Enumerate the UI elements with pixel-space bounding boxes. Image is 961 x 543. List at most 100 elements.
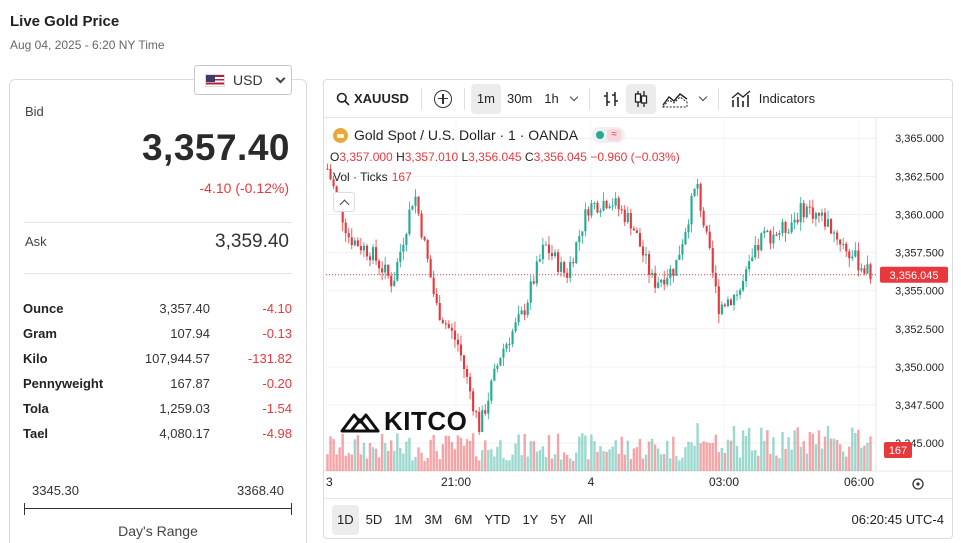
- candle-body: [735, 294, 739, 296]
- currency-select[interactable]: USD: [194, 65, 292, 95]
- volume-bar: [835, 439, 839, 471]
- candle-body: [708, 231, 711, 249]
- candle-body: [435, 294, 438, 304]
- candle-body: [842, 243, 845, 245]
- candle-body: [465, 369, 469, 377]
- volume-bar: [420, 452, 423, 471]
- candle-body: [387, 264, 390, 276]
- volume-bar: [429, 439, 432, 471]
- candle-body: [778, 233, 781, 235]
- candle-body: [720, 304, 723, 315]
- candle-body: [632, 228, 635, 231]
- candle-body: [760, 233, 763, 251]
- volume-bar: [368, 442, 372, 471]
- unit-change: -0.13: [262, 326, 292, 341]
- price-tick-label: 3,352.500: [895, 324, 944, 336]
- interval-30m[interactable]: 30m: [506, 91, 533, 106]
- candle-body: [723, 304, 726, 307]
- interval-dropdown[interactable]: [565, 84, 583, 114]
- candle-body: [429, 258, 432, 278]
- indicators-button[interactable]: Indicators: [725, 84, 821, 114]
- range-1d[interactable]: 1D: [332, 504, 359, 535]
- collapse-legend-button[interactable]: [333, 192, 355, 212]
- range-3m[interactable]: 3M: [424, 512, 443, 527]
- unit-price: 107,944.57: [144, 351, 210, 366]
- bid-label: Bid: [25, 104, 44, 119]
- candle-body: [660, 279, 663, 283]
- volume-bar: [590, 434, 593, 471]
- range-5d[interactable]: 5D: [365, 512, 383, 527]
- candle-body: [399, 251, 402, 263]
- volume-bar: [611, 446, 614, 471]
- candle-body: [420, 213, 423, 238]
- candle-body: [344, 222, 347, 234]
- candle-body: [414, 196, 417, 206]
- close-label: C: [524, 150, 534, 164]
- candle-body: [635, 230, 638, 233]
- market-status-badge[interactable]: ≈: [592, 127, 626, 143]
- candle-body: [493, 368, 496, 381]
- candle-body: [823, 212, 827, 227]
- volume-bar: [699, 443, 702, 471]
- chart-title: Gold Spot / U.S. Dollar · 1 · OANDA: [354, 127, 579, 143]
- candle-body: [456, 339, 460, 345]
- candle-body: [699, 184, 702, 211]
- toolbar-separator: [588, 87, 590, 110]
- interval-1m[interactable]: 1m: [470, 83, 501, 114]
- range-1y[interactable]: 1Y: [522, 512, 539, 527]
- volume-bar: [675, 455, 678, 471]
- volume-bar: [629, 459, 633, 471]
- us-flag-icon: [205, 73, 225, 87]
- range-all[interactable]: All: [578, 512, 593, 527]
- candle-body: [347, 233, 350, 238]
- candle-body: [687, 224, 690, 233]
- candle-body: [784, 221, 787, 233]
- candle-body: [626, 213, 629, 223]
- range-1m[interactable]: 1M: [394, 512, 413, 527]
- unit-row: Tola 1,259.03 -1.54: [23, 396, 293, 421]
- candle-body: [684, 232, 687, 245]
- volume-bar: [432, 434, 435, 471]
- volume-bar: [690, 442, 693, 471]
- area-style-button[interactable]: [656, 84, 694, 114]
- candle-body: [532, 281, 535, 284]
- volume-bar: [708, 442, 711, 471]
- bar-style-button[interactable]: [596, 84, 626, 114]
- chart-widget: XAUUSD 1m 30m 1h Indicators 3,365.000 3,3…: [323, 79, 953, 539]
- volume-bar: [356, 435, 360, 471]
- candle-body: [511, 331, 514, 345]
- candle-body: [742, 281, 745, 291]
- candle-body: [814, 213, 817, 219]
- low-value: 3,356.045: [468, 150, 522, 164]
- chart-clock[interactable]: 06:20:45 UTC-4: [851, 512, 945, 527]
- volume-bar: [599, 446, 602, 471]
- volume-bar: [459, 437, 463, 471]
- unit-price: 107.94: [170, 326, 210, 341]
- chevron-down-icon: [698, 92, 707, 101]
- candle-body: [866, 264, 869, 274]
- volume-bar: [647, 441, 651, 471]
- unit-change: -4.98: [262, 426, 292, 441]
- time-tick-label: 03:00: [709, 475, 739, 489]
- compare-symbol-button[interactable]: [428, 84, 458, 114]
- candle-body: [599, 210, 602, 213]
- chart-type-dropdown[interactable]: [694, 84, 712, 114]
- range-ytd[interactable]: YTD: [484, 512, 511, 527]
- currency-label: USD: [233, 72, 263, 88]
- low-label: L: [461, 150, 469, 164]
- candles-style-button[interactable]: [625, 83, 656, 114]
- symbol-search[interactable]: XAUUSD: [330, 84, 415, 114]
- unit-name: Pennyweight: [23, 376, 104, 391]
- time-tick-label: 06:00: [844, 475, 874, 489]
- candle-body: [620, 209, 623, 211]
- candle-body: [729, 299, 733, 306]
- range-5y[interactable]: 5Y: [550, 512, 567, 527]
- price-tick-label: 3,365.000: [895, 133, 944, 145]
- range-6m[interactable]: 6M: [454, 512, 473, 527]
- current-volume-label: 167: [889, 445, 907, 457]
- price-chart[interactable]: 3,365.000 3,362.500 3,360.000 3,357.500 3,35…: [324, 118, 953, 498]
- candle-body: [450, 327, 453, 331]
- interval-1h[interactable]: 1h: [544, 91, 559, 106]
- candle-body: [714, 272, 717, 287]
- volume-bar: [860, 447, 863, 471]
